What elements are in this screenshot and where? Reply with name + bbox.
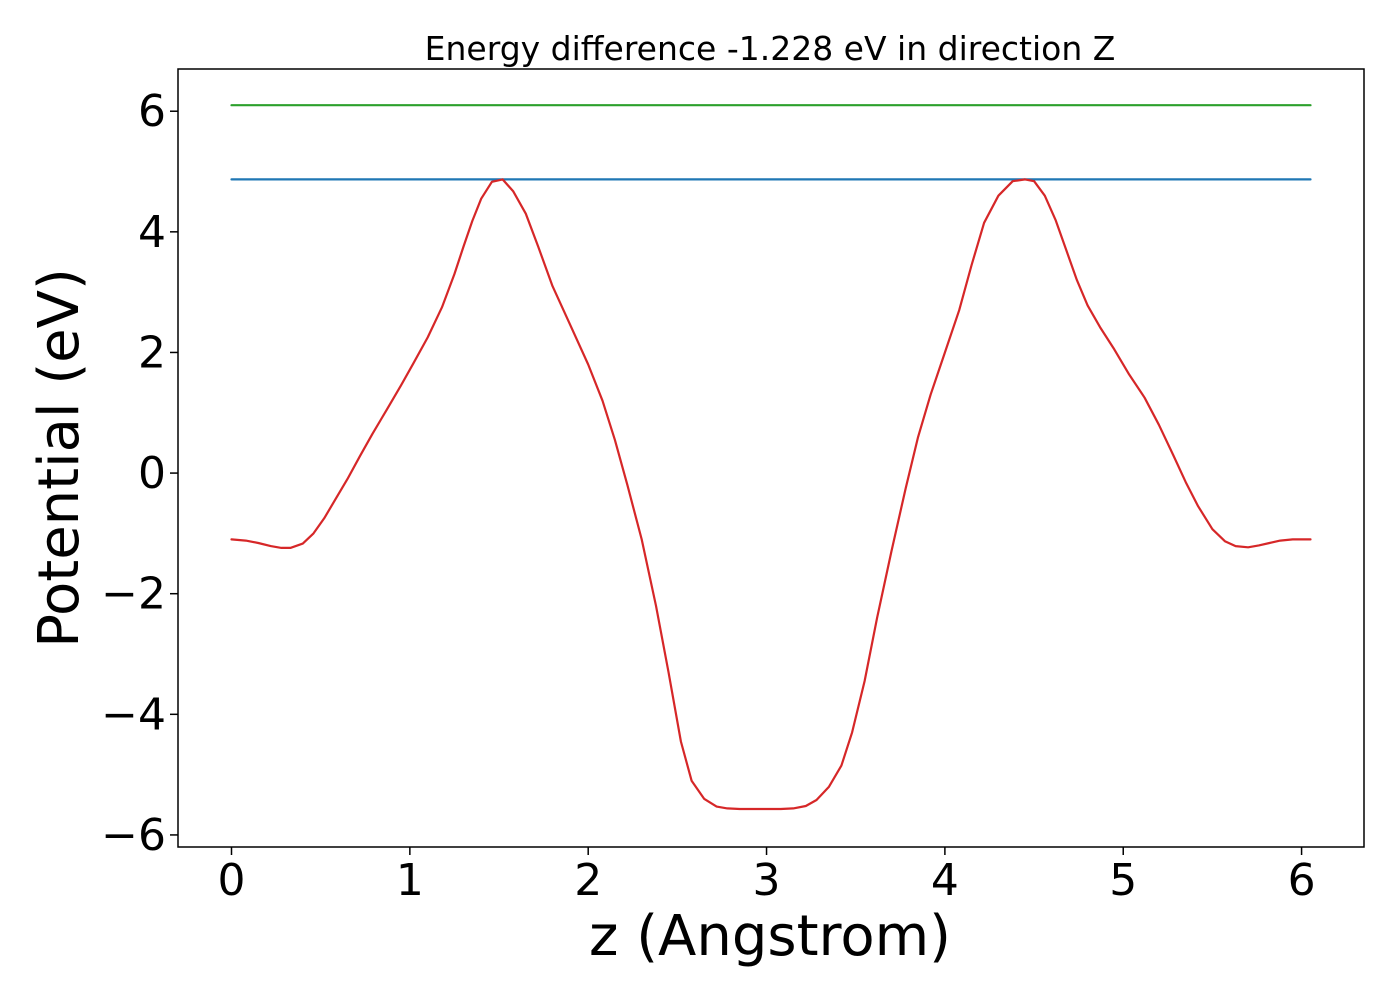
axes-frame	[177, 68, 1365, 848]
x-tick-label: 4	[931, 855, 959, 906]
x-tick-label: 2	[574, 855, 602, 906]
series-line-red	[230, 178, 1312, 811]
y-axis: −6 −4 −2 0 2 4 6	[101, 86, 178, 861]
x-tick-label: 0	[218, 855, 246, 906]
x-tick-label: 1	[396, 855, 424, 906]
y-tick-label: −6	[101, 810, 166, 861]
y-axis-label: Potential (eV)	[27, 268, 92, 648]
y-tick-label: −4	[101, 689, 166, 740]
y-tick-label: −2	[101, 569, 166, 620]
y-tick-label: 6	[138, 86, 166, 137]
x-tick-label: 5	[1109, 855, 1137, 906]
y-tick-label: 4	[138, 207, 166, 258]
plot-area	[177, 68, 1365, 848]
y-tick-label: 2	[138, 327, 166, 378]
series-layer	[230, 104, 1312, 811]
x-axis-label: z (Angstrom)	[589, 904, 951, 969]
x-tick-label: 6	[1288, 855, 1316, 906]
x-tick-label: 3	[753, 855, 781, 906]
x-axis: 0 1 2 3 4 5 6	[218, 847, 1316, 906]
y-tick-label: 0	[138, 448, 166, 499]
chart-title: Energy difference -1.228 eV in direction…	[425, 29, 1116, 68]
